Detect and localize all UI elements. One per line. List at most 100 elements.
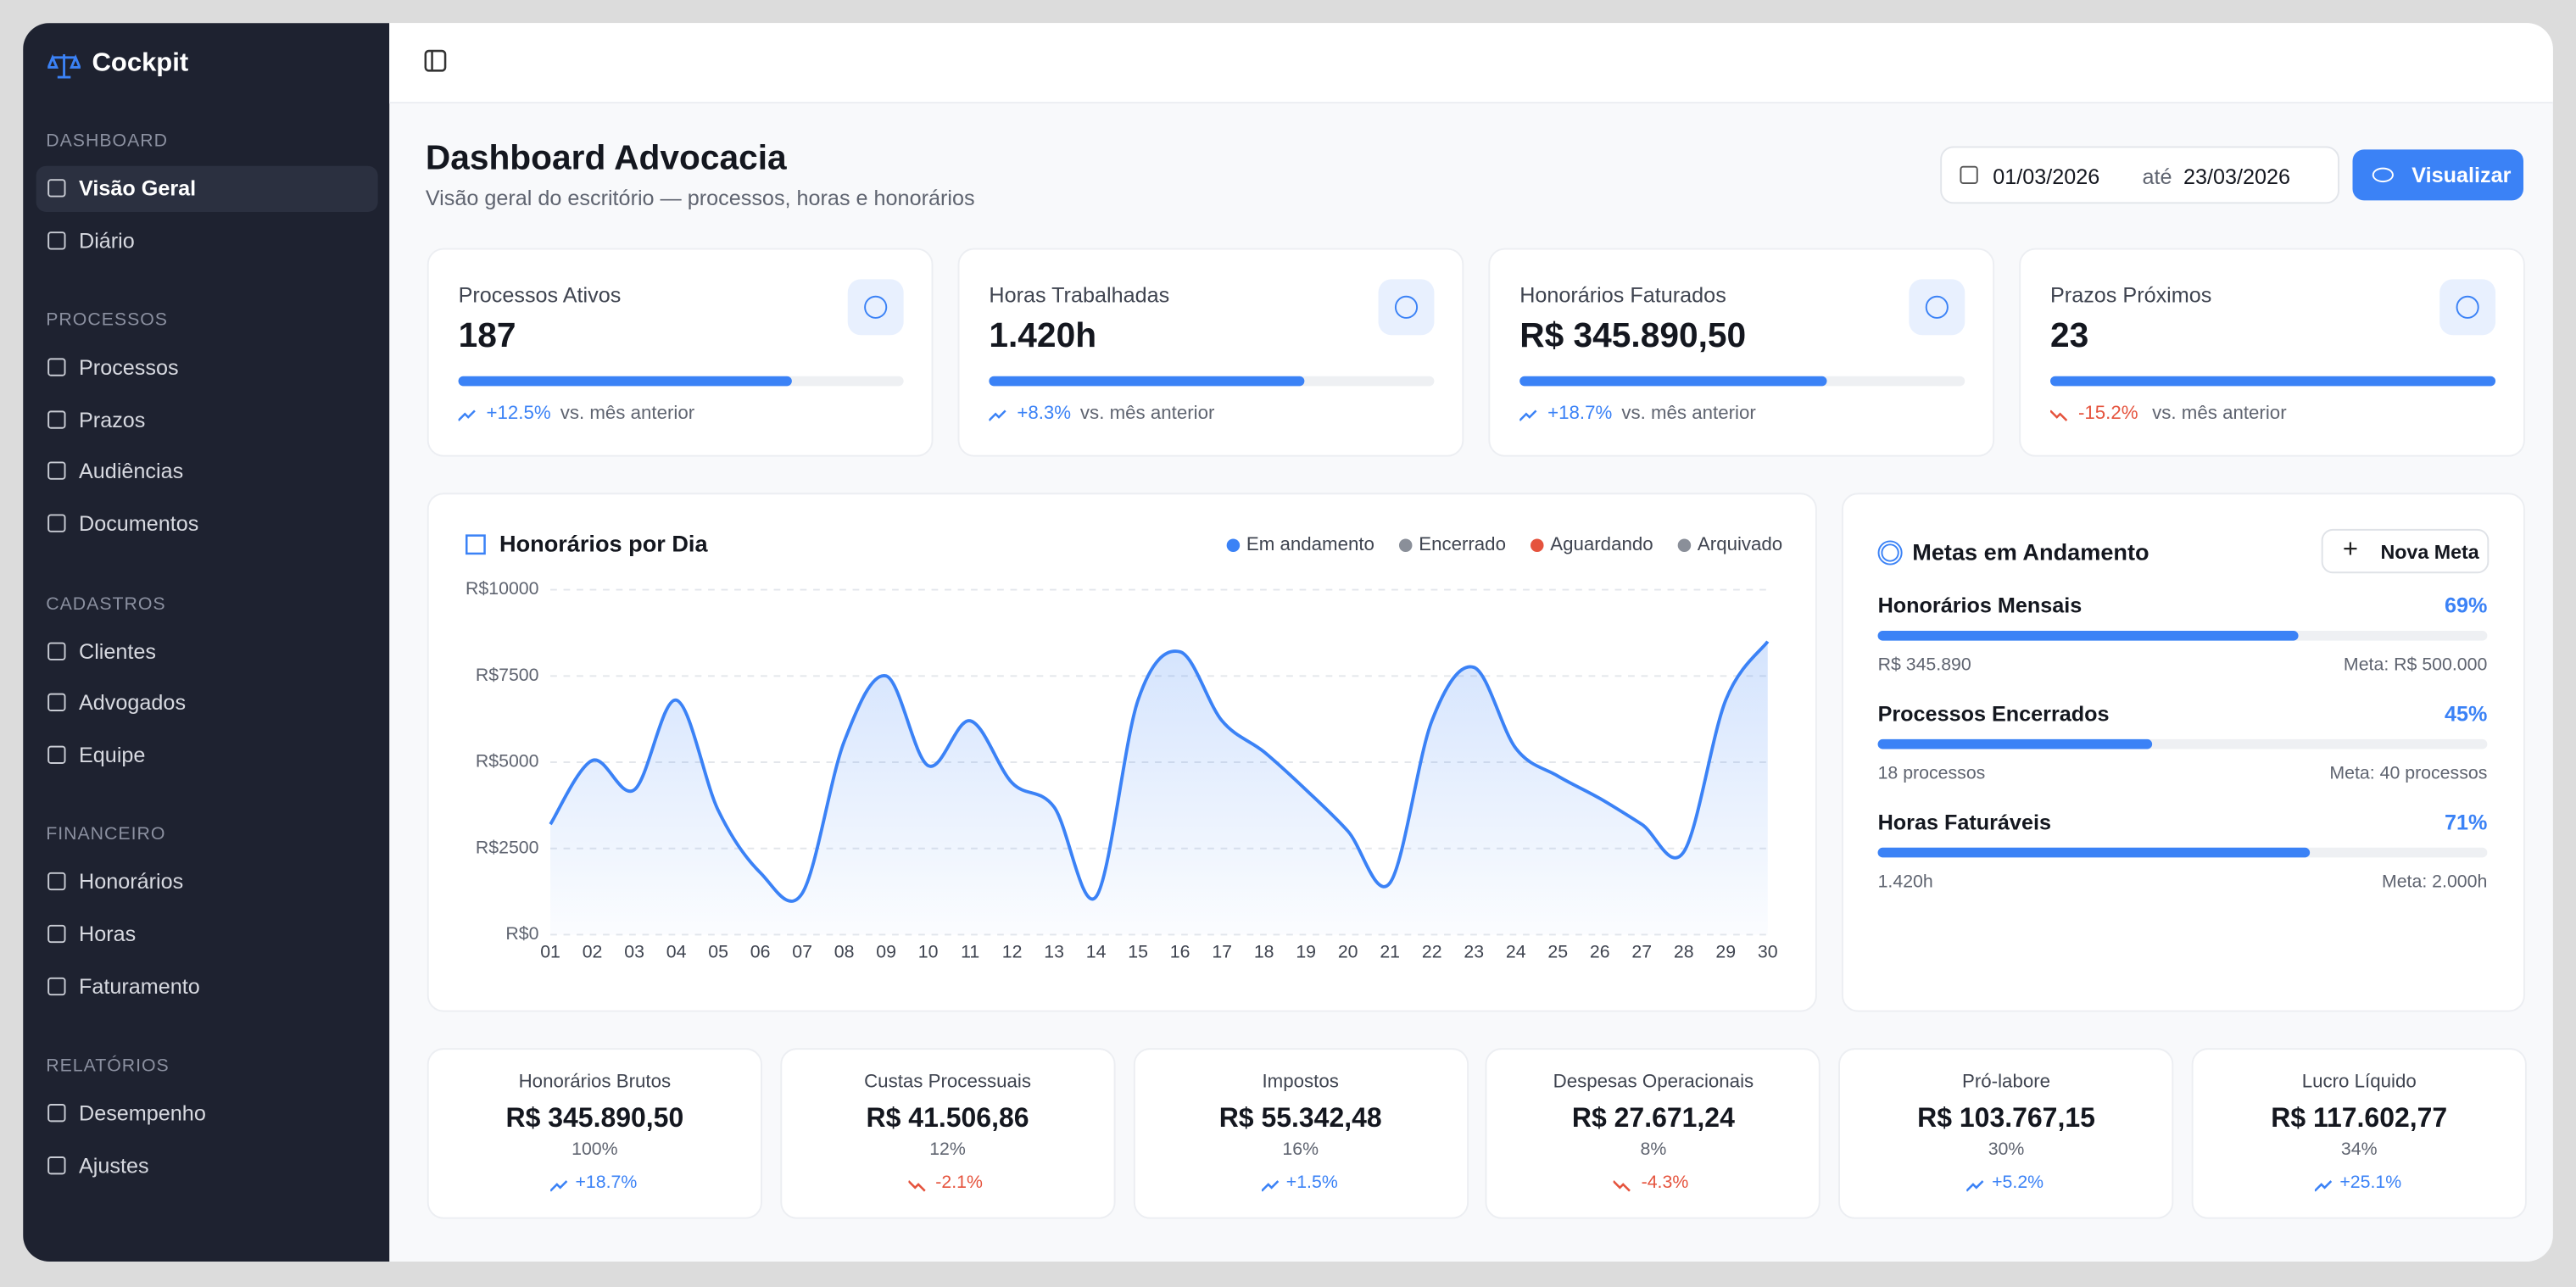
date-range[interactable]: 01/03/2026 até 23/03/2026 — [1940, 146, 2339, 204]
trend-icon — [2050, 410, 2068, 421]
summary-share: 8% — [1640, 1139, 1667, 1160]
logo-icon — [47, 53, 81, 79]
legend-dot — [1531, 538, 1544, 552]
goals-icon — [1877, 540, 1903, 566]
kpi-icon-box — [1909, 279, 1965, 336]
x-tick-label: 17 — [1212, 941, 1232, 961]
goal-name: Horas Faturáveis — [1877, 810, 2051, 835]
legend-dot — [1677, 538, 1692, 552]
summary-share: 12% — [929, 1139, 966, 1160]
nav-icon — [47, 462, 66, 481]
trend-icon — [1519, 410, 1537, 421]
kpi-label: Honorários Faturados — [1519, 282, 1726, 308]
x-tick-label: 15 — [1128, 941, 1148, 961]
new-goal-label: Nova Meta — [2380, 540, 2479, 564]
nav-label: Advogados — [79, 690, 187, 716]
kpi-change: +8.3% — [1017, 404, 1072, 424]
legend-label: Aguardando — [1550, 533, 1653, 554]
y-tick-label: R$2500 — [476, 837, 539, 857]
summary-value: R$ 117.602,77 — [2271, 1104, 2448, 1134]
nav-label: Faturamento — [79, 973, 200, 999]
chart: Honorários por Dia Arquivado Aguardando Enc… — [465, 530, 1782, 961]
app-name: Cockpit — [92, 49, 189, 78]
x-tick-label: 07 — [792, 941, 812, 961]
nav-item[interactable]: Desempenho — [36, 1091, 378, 1137]
nav-item[interactable]: Documentos — [36, 501, 378, 547]
trend-line — [458, 410, 476, 421]
nav-icon — [47, 641, 66, 660]
kpi-label: Horas Trabalhadas — [989, 282, 1170, 308]
x-tick-label: 08 — [834, 941, 855, 961]
nav-item[interactable]: Processos — [36, 345, 378, 391]
summary-change: -2.1% — [935, 1173, 983, 1193]
goal-target: Meta: 2.000h — [2381, 872, 2488, 893]
chart-icon — [465, 534, 486, 555]
section-title: FINANCEIRO — [46, 825, 166, 845]
kpi-icon — [1394, 295, 1419, 319]
summary-change: +18.7% — [575, 1173, 638, 1193]
summary-label: Lucro Líquido — [2301, 1072, 2417, 1093]
summary-share: 34% — [2340, 1139, 2378, 1160]
nav-icon — [47, 924, 66, 944]
trend-line — [1966, 1180, 1984, 1192]
date-sep: até — [2142, 164, 2172, 189]
nav-icon — [47, 231, 66, 249]
kpi-icon — [2456, 295, 2479, 319]
trend-line — [1261, 1180, 1279, 1192]
x-tick-label: 16 — [1170, 941, 1190, 961]
x-tick-label: 19 — [1296, 941, 1316, 961]
goals-card: Metas em Andamento + Nova Meta Honorários M… — [1841, 493, 2525, 1012]
trend-icon — [1966, 1180, 1984, 1192]
x-tick-label: 30 — [1758, 941, 1778, 961]
x-tick-label: 18 — [1254, 941, 1274, 961]
summary-value: R$ 345.890,50 — [505, 1104, 684, 1134]
trend-line — [908, 1180, 926, 1192]
kpi-icon-box — [2439, 279, 2496, 336]
kpi-icon — [1925, 295, 1949, 319]
summary-value: R$ 27.671,24 — [1571, 1104, 1735, 1134]
legend-label: Encerrado — [1419, 533, 1506, 554]
nav-item[interactable]: Horas — [36, 911, 378, 957]
summary-label: Impostos — [1262, 1072, 1339, 1093]
nav-item[interactable]: Faturamento — [36, 964, 378, 1010]
x-tick-label: 27 — [1631, 941, 1652, 961]
kpi-icon — [864, 295, 888, 319]
trend-line — [549, 1180, 567, 1192]
summary-change: +25.1% — [2339, 1173, 2402, 1193]
section-title: PROCESSOS — [46, 310, 168, 331]
nav-item[interactable]: Advogados — [36, 680, 378, 726]
goal-current: R$ 345.890 — [1877, 655, 1971, 676]
nav-item[interactable]: Equipe — [36, 733, 378, 778]
summary-label: Honorários Brutos — [518, 1072, 672, 1093]
nav-item[interactable]: Ajustes — [36, 1143, 378, 1189]
goal-track — [1877, 631, 2488, 641]
kpi-note: vs. mês anterior — [2152, 404, 2287, 424]
nav-icon — [47, 514, 66, 532]
nav-item[interactable]: Prazos — [36, 397, 378, 443]
new-goal-button[interactable]: + Nova Meta — [2321, 528, 2490, 574]
nav-label: Desempenho — [79, 1100, 206, 1126]
view-button[interactable]: Visualizar — [2352, 149, 2523, 201]
goal-target: Meta: R$ 500.000 — [2343, 655, 2488, 676]
summary-value: R$ 41.506,86 — [866, 1104, 1029, 1134]
nav-item[interactable]: Honorários — [36, 860, 378, 905]
plus-icon: + — [2342, 535, 2358, 564]
nav-item[interactable]: Diário — [36, 218, 378, 264]
x-tick-label: 28 — [1674, 941, 1694, 961]
nav-item[interactable]: Visão Geral — [36, 165, 378, 212]
goal-target: Meta: 40 processos — [2329, 763, 2488, 784]
kpi-value: R$ 345.890,50 — [1519, 316, 1747, 355]
sidebar-toggle[interactable] — [424, 49, 447, 72]
top-bar — [389, 23, 2553, 104]
x-tick-label: 10 — [918, 941, 939, 961]
nav-item[interactable]: Audiências — [36, 449, 378, 495]
x-tick-label: 02 — [583, 941, 603, 961]
trend-icon — [1261, 1180, 1279, 1192]
kpi-value: 23 — [2050, 316, 2089, 355]
section-title: RELATÓRIOS — [46, 1056, 170, 1077]
goal-track — [1877, 847, 2488, 858]
nav-item[interactable]: Clientes — [36, 628, 378, 674]
x-tick-label: 11 — [961, 941, 979, 961]
goal-progress — [1877, 847, 2311, 858]
